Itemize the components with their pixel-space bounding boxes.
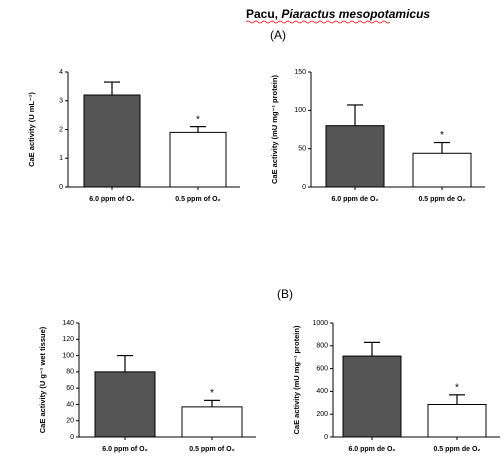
bar: [427, 404, 487, 438]
panel-label: (B): [277, 287, 293, 301]
bar: [412, 152, 472, 188]
y-tick-label: 600: [316, 365, 328, 372]
y-tick-label: 150: [294, 69, 306, 76]
y-tick-label: 140: [62, 320, 74, 327]
y-tick-label: 2: [59, 126, 63, 133]
y-tick-label: 3: [59, 98, 63, 105]
y-tick-label: 60: [66, 385, 74, 392]
y-tick-label: 200: [316, 411, 328, 418]
y-tick-label: 100: [294, 107, 306, 114]
panel-label: (A): [270, 28, 286, 42]
y-tick-label: 0: [59, 184, 63, 191]
x-tick-label: 6.0 ppm de O₂: [348, 446, 395, 453]
y-tick-label: 400: [316, 388, 328, 395]
y-tick-label: 1: [59, 155, 63, 162]
x-tick-label: 6.0 ppm de O₂: [331, 196, 378, 203]
x-tick-label: 0.5 ppm de O₂: [433, 446, 480, 453]
y-tick-label: 0: [302, 184, 306, 191]
y-tick-label: 4: [59, 69, 63, 76]
y-axis-label: CaE activity (U mL⁻¹): [27, 92, 36, 167]
y-axis-label: CaE activity (mU mg⁻¹ protein): [270, 75, 279, 184]
y-tick-label: 20: [66, 418, 74, 425]
title: Pacu, Piaractus mesopotamicus: [246, 7, 430, 21]
x-tick-label: 6.0 ppm of O₂: [102, 446, 148, 453]
spell-underline: [245, 20, 391, 24]
bar: [181, 406, 243, 438]
title-plain: Pacu,: [246, 7, 278, 21]
y-tick-label: 0: [70, 434, 74, 441]
bar: [83, 94, 141, 188]
y-tick-label: 120: [62, 336, 74, 343]
significance-mark: *: [440, 130, 444, 141]
significance-mark: *: [210, 388, 214, 399]
y-tick-label: 50: [298, 146, 306, 153]
bar: [342, 355, 402, 438]
significance-mark: *: [196, 114, 200, 125]
y-axis-label: CaE activity (mU mg⁻¹ protein): [292, 325, 301, 434]
bar: [94, 371, 156, 438]
y-tick-label: 0: [324, 434, 328, 441]
y-tick-label: 40: [66, 401, 74, 408]
x-tick-label: 0.5 ppm of O₂: [175, 196, 221, 203]
y-axis-label: CaE activity (U g⁻¹ wet tissue): [38, 326, 47, 433]
y-tick-label: 100: [62, 352, 74, 359]
x-tick-label: 0.5 ppm of O₂: [189, 446, 235, 453]
bar: [325, 125, 385, 188]
bar: [169, 131, 227, 188]
x-tick-label: 6.0 ppm of O₂: [89, 196, 135, 203]
y-tick-label: 80: [66, 369, 74, 376]
x-tick-label: 0.5 ppm de O₂: [418, 196, 465, 203]
significance-mark: *: [455, 382, 459, 393]
y-tick-label: 800: [316, 343, 328, 350]
title-italic: Piaractus mesopotamicus: [281, 7, 430, 21]
y-tick-label: 1000: [312, 320, 328, 327]
